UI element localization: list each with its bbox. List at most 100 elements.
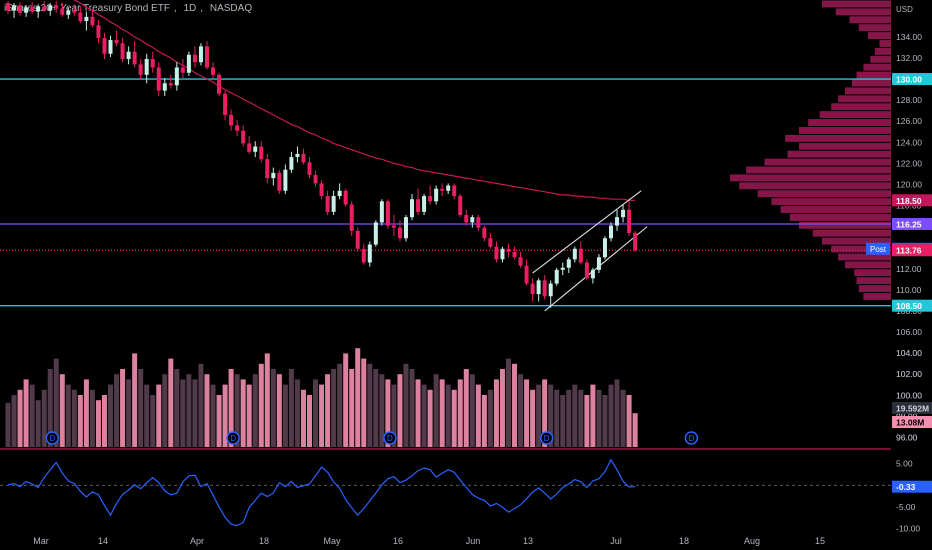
volume-bar — [596, 389, 602, 447]
candle-body — [536, 280, 541, 295]
volume-bar — [355, 348, 361, 447]
volume-bar — [626, 395, 632, 447]
price-axis[interactable]: USD96.0098.00100.00102.00104.00106.00108… — [866, 0, 932, 550]
level-tag-label: 113.76 — [896, 246, 922, 256]
price-tick-label: 96.00 — [896, 432, 918, 442]
volume-profile-row — [787, 150, 891, 158]
volume-profile-row — [812, 229, 891, 237]
candle-body — [217, 74, 222, 94]
volume-bar — [101, 395, 107, 447]
volume-bar — [439, 379, 445, 447]
volume-bar — [451, 389, 457, 447]
volume-profile-row — [858, 285, 891, 293]
candle-body — [72, 10, 77, 13]
volume-tag-label: 13.08M — [896, 418, 924, 428]
candle-body — [36, 6, 41, 12]
candle-body — [289, 157, 294, 170]
candle-body — [186, 54, 191, 73]
candle-body — [241, 130, 246, 144]
volume-profile-row — [808, 119, 891, 126]
volume-bar — [23, 379, 29, 447]
level-tag-label: 130.00 — [896, 75, 922, 85]
volume-bar — [325, 374, 331, 447]
time-tick-label: 15 — [815, 536, 825, 546]
candle-body — [542, 280, 547, 297]
candle-body — [434, 188, 439, 202]
candle-body — [204, 46, 209, 68]
horizontal-levels — [0, 78, 891, 307]
volume-bar — [114, 374, 120, 447]
candle-body — [301, 153, 306, 163]
chart-title: iShares 20+ Year Treasury Bond ETF, 1D, … — [4, 3, 253, 14]
candle-body — [548, 283, 553, 297]
volume-bar — [367, 363, 373, 447]
volume-profile-row — [780, 206, 891, 213]
price-tick-label: 104.00 — [896, 348, 922, 358]
volume-tag-box — [892, 416, 932, 428]
volume-bar — [337, 363, 343, 447]
volume-profile-row — [863, 63, 891, 71]
volume-bar — [252, 374, 258, 447]
volume-bar — [210, 384, 216, 447]
volume-profile-row — [863, 293, 891, 300]
price-tick-label: 124.00 — [896, 137, 922, 147]
candle-body — [295, 153, 300, 158]
candle-body — [162, 83, 167, 91]
volume-bar — [174, 369, 180, 447]
time-axis[interactable]: Mar 14 Apr 18 May 16 Jun 13 Jul 18 Aug 15 — [33, 536, 825, 546]
candle-body — [494, 246, 499, 260]
volume-bar — [524, 379, 530, 447]
candle-body — [60, 8, 65, 15]
candle-body — [361, 248, 366, 263]
candle-body — [229, 114, 234, 126]
candle-body — [138, 64, 143, 75]
volume-bar — [198, 363, 204, 447]
volume-profile-row — [856, 71, 891, 79]
volume-bar — [258, 363, 264, 447]
level-tag-box — [892, 218, 932, 230]
volume-bar — [608, 384, 614, 447]
volume-bar — [481, 395, 487, 447]
volume-bar — [186, 374, 192, 447]
time-tick-label: Mar — [33, 536, 49, 546]
volume-profile-row — [819, 111, 891, 119]
oscillator-line — [7, 458, 636, 527]
candle-body — [476, 217, 481, 228]
volume-bar — [427, 389, 433, 447]
dividend-marker — [684, 431, 699, 445]
volume-bar — [77, 395, 83, 447]
dividend-marker — [539, 431, 554, 445]
time-tick-label: Jul — [610, 536, 622, 546]
volume-bar — [204, 374, 210, 447]
price-tick-label: 102.00 — [896, 369, 922, 379]
candle-body — [235, 125, 240, 131]
candle-body — [621, 209, 626, 218]
volume-bar — [530, 389, 536, 447]
candle-body — [265, 159, 270, 179]
time-tick-label: 13 — [523, 536, 533, 546]
volume-profile-row — [838, 95, 891, 103]
interval-label[interactable]: 1D — [183, 3, 197, 14]
candle-body — [554, 269, 559, 284]
level-tag-label: 116.25 — [896, 220, 922, 230]
post-tag-box — [866, 242, 890, 255]
candle-body — [349, 204, 354, 231]
candle-body — [144, 59, 149, 75]
volume-bar — [331, 369, 337, 447]
volume-bar — [379, 374, 385, 447]
volume-bar — [307, 395, 312, 447]
dividend-label: D — [49, 434, 55, 443]
volume-bar — [59, 374, 65, 447]
candle-body — [96, 25, 101, 38]
candle-body — [156, 67, 161, 91]
volume-bar — [536, 384, 542, 447]
candlestick-series — [6, 1, 638, 308]
volume-bar — [150, 395, 156, 447]
volume-bar — [548, 384, 554, 447]
volume-profile-row — [764, 158, 891, 166]
volume-bar — [264, 353, 270, 447]
candle-body — [259, 146, 264, 160]
price-level-tag: 116.25 — [892, 218, 932, 230]
dividend-label: D — [544, 434, 550, 443]
